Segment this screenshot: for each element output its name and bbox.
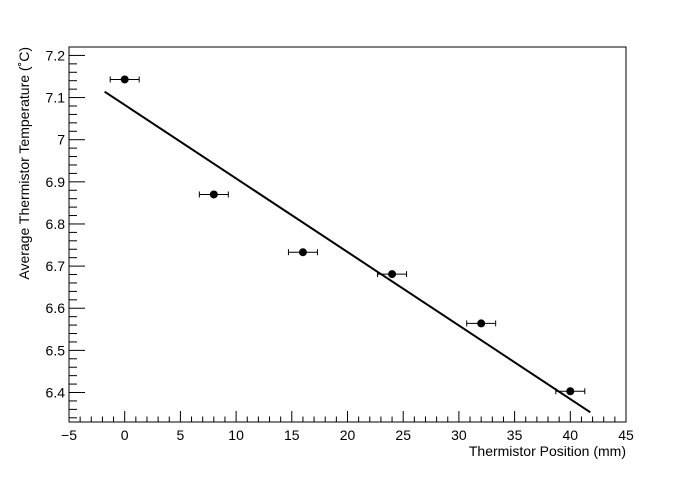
x-tick-label: 40: [563, 427, 579, 443]
y-tick-label: 6.5: [46, 342, 66, 358]
y-axis-label: Average Thermistor Temperature (˚C): [16, 47, 32, 280]
y-tick-label: 7: [57, 132, 65, 148]
y-tick-label: 7.2: [46, 47, 66, 63]
data-point: [209, 190, 218, 199]
x-axis-ticks: [68, 411, 627, 422]
data-point: [566, 387, 575, 396]
data-point: [120, 75, 129, 84]
x-tick-label: 0: [121, 427, 129, 443]
x-tick-label: 10: [228, 427, 244, 443]
x-tick-label: 20: [340, 427, 356, 443]
x-axis-label: Thermistor Position (mm): [469, 443, 626, 459]
y-tick-label: 6.8: [46, 216, 66, 232]
data-point: [298, 248, 307, 257]
x-tick-label: 45: [618, 427, 634, 443]
y-tick-label: 6.9: [46, 174, 66, 190]
y-axis-ticks: [69, 46, 85, 419]
data-point: [388, 270, 397, 279]
data-point: [477, 319, 486, 328]
y-tick-label: 7.1: [46, 90, 66, 106]
x-axis-tick-labels: −5 0 5 10 15 20 25 30 35 40 45: [61, 427, 634, 443]
data-points-layer: [109, 75, 586, 396]
x-tick-label: 15: [284, 427, 300, 443]
x-tick-label: 25: [395, 427, 411, 443]
x-tick-label: 30: [451, 427, 467, 443]
y-tick-label: 6.7: [46, 258, 66, 274]
y-tick-label: 6.6: [46, 300, 66, 316]
x-tick-label: −5: [61, 427, 77, 443]
y-tick-label: 6.4: [46, 385, 66, 401]
y-axis-tick-labels: 6.4 6.5 6.6 6.7 6.8 6.9 7 7.1 7.2: [46, 47, 66, 400]
plot-frame: [68, 46, 627, 423]
fit-line: [104, 90, 591, 414]
x-tick-label: 5: [177, 427, 185, 443]
x-tick-label: 35: [507, 427, 523, 443]
fit-line-layer: [104, 90, 591, 414]
